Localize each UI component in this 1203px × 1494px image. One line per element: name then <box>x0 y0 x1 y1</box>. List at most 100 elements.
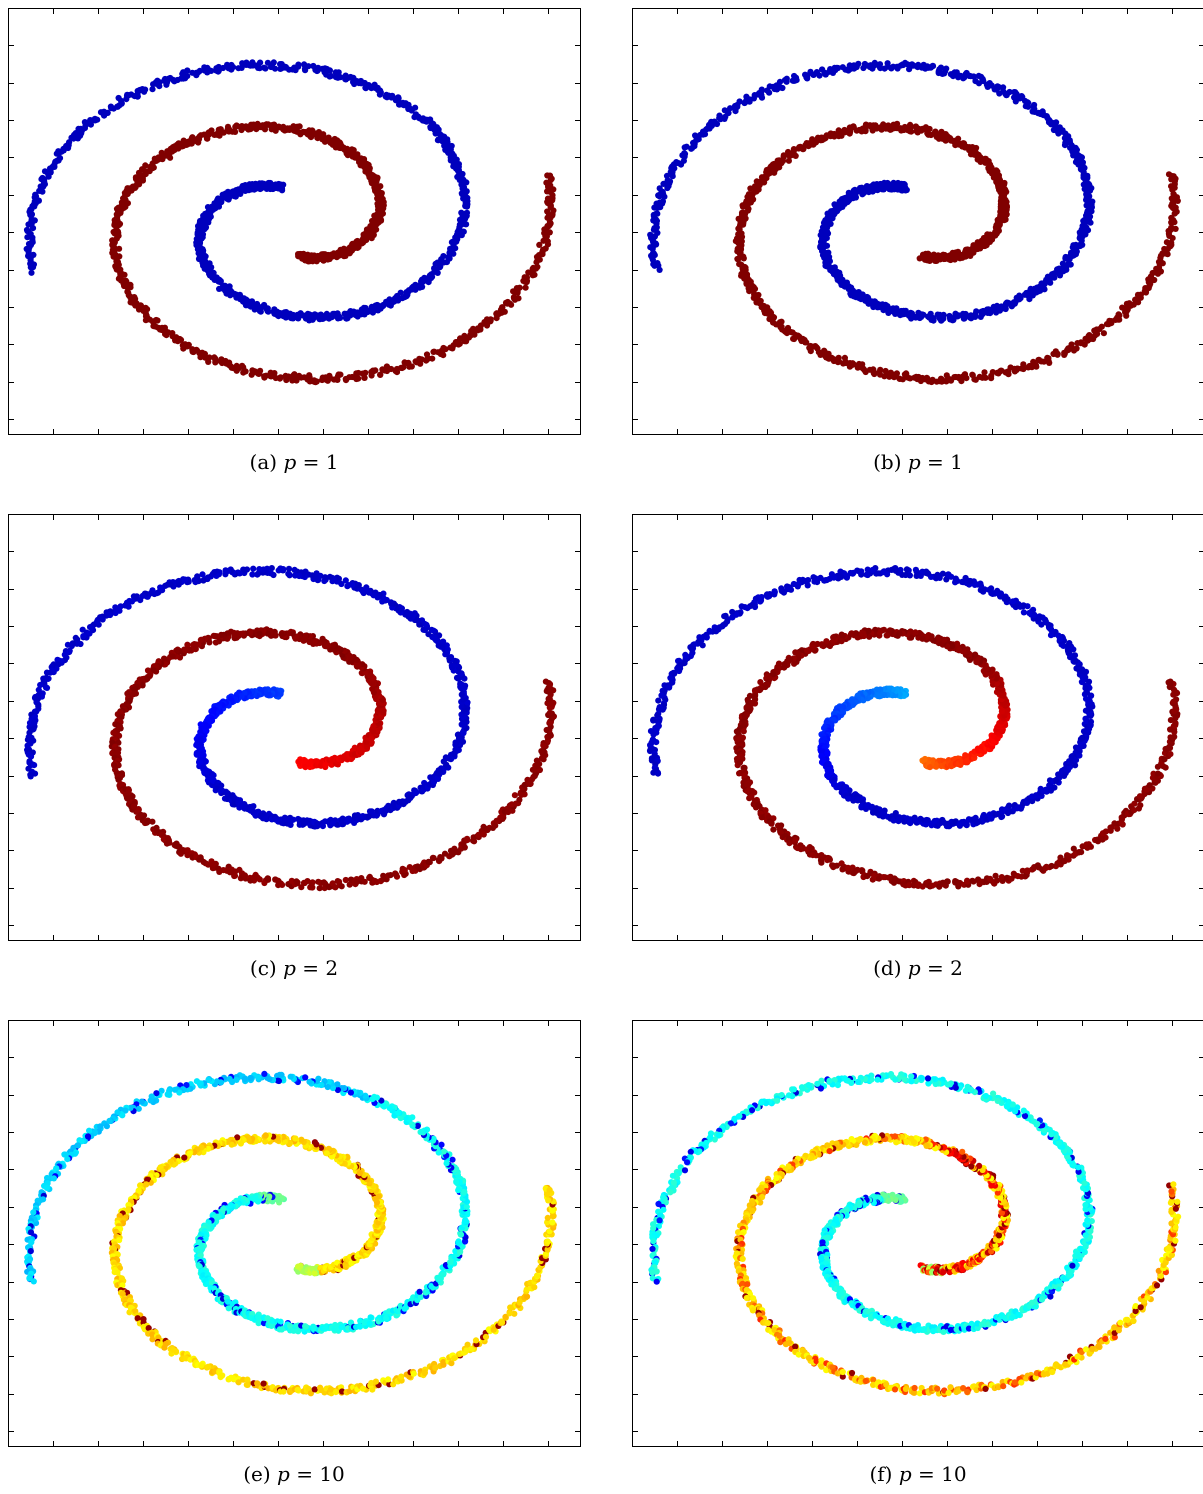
data-point <box>1044 278 1051 285</box>
data-point <box>350 79 357 86</box>
data-point <box>817 351 824 358</box>
data-point <box>975 72 982 79</box>
data-point <box>338 883 345 890</box>
data-point <box>790 77 797 84</box>
data-point <box>1100 330 1107 337</box>
data-point <box>787 152 794 159</box>
data-point <box>1074 152 1082 159</box>
data-point <box>1011 89 1018 96</box>
data-point <box>740 255 747 262</box>
data-point <box>907 121 914 128</box>
data-point <box>1085 333 1092 340</box>
data-point <box>319 635 326 642</box>
data-point <box>201 67 208 74</box>
data-point <box>398 364 406 372</box>
data-point <box>352 153 359 160</box>
data-point <box>922 124 929 131</box>
data-point <box>461 844 468 851</box>
data-point <box>383 91 390 98</box>
data-point <box>211 131 218 138</box>
data-point <box>371 367 378 375</box>
data-point <box>1080 172 1087 179</box>
data-point <box>140 307 147 314</box>
data-point <box>124 191 131 198</box>
scatter-plot-a <box>8 8 581 435</box>
data-point <box>130 803 137 810</box>
data-point <box>462 210 469 217</box>
data-point <box>549 211 556 218</box>
caption-label: (a) <box>249 450 278 474</box>
data-point <box>1029 108 1036 115</box>
data-point <box>256 876 263 883</box>
data-point <box>533 253 541 261</box>
data-point <box>1005 371 1012 378</box>
scatter-plot-c <box>8 514 581 941</box>
data-point <box>912 123 919 130</box>
data-point <box>456 340 463 347</box>
data-point <box>438 258 445 265</box>
data-point <box>1018 93 1025 100</box>
data-point <box>197 856 204 863</box>
data-point <box>654 204 661 211</box>
data-point <box>773 321 780 328</box>
data-point <box>853 127 860 134</box>
data-point <box>517 790 524 798</box>
data-point <box>191 641 198 648</box>
data-point <box>860 64 867 72</box>
data-point <box>431 348 438 355</box>
data-point <box>1165 171 1173 178</box>
data-point <box>855 187 862 194</box>
data-point <box>656 266 663 273</box>
data-point <box>862 294 869 302</box>
data-point <box>326 372 333 379</box>
data-point <box>115 94 122 102</box>
data-point <box>536 241 543 248</box>
data-point <box>368 85 375 92</box>
data-point <box>882 367 889 375</box>
data-point <box>955 74 962 81</box>
data-point <box>884 60 891 67</box>
axes-frame <box>8 514 581 941</box>
data-point <box>1170 217 1177 224</box>
data-point <box>264 875 271 882</box>
data-point <box>892 308 899 315</box>
data-point <box>981 369 988 376</box>
data-point <box>347 654 354 661</box>
data-point <box>802 71 809 78</box>
data-point <box>113 266 120 273</box>
data-point <box>810 71 817 78</box>
data-point <box>263 185 270 192</box>
data-point <box>166 839 173 846</box>
data-point <box>694 134 701 141</box>
data-point <box>139 177 146 184</box>
data-point <box>515 295 522 302</box>
data-point <box>969 372 976 379</box>
data-point <box>216 285 223 292</box>
data-point <box>906 66 913 73</box>
data-point <box>724 108 731 115</box>
data-point <box>534 762 541 770</box>
data-point <box>337 314 344 321</box>
data-point <box>241 872 248 879</box>
data-point <box>261 374 268 381</box>
data-point <box>796 144 803 151</box>
data-point <box>129 793 136 800</box>
data-point <box>802 339 809 346</box>
data-point <box>888 65 895 72</box>
data-point <box>542 678 550 685</box>
data-point <box>1086 203 1093 210</box>
data-point <box>161 655 168 662</box>
data-point <box>157 325 164 332</box>
data-point <box>913 128 920 135</box>
data-point <box>278 631 285 638</box>
data-point <box>739 203 747 210</box>
data-point <box>899 61 906 68</box>
data-point <box>1038 358 1045 365</box>
data-point <box>253 300 261 308</box>
data-point <box>543 726 550 734</box>
data-point <box>681 144 688 151</box>
data-point <box>1068 142 1075 149</box>
data-point <box>154 156 161 163</box>
data-point <box>1083 191 1090 198</box>
data-point <box>308 882 315 889</box>
